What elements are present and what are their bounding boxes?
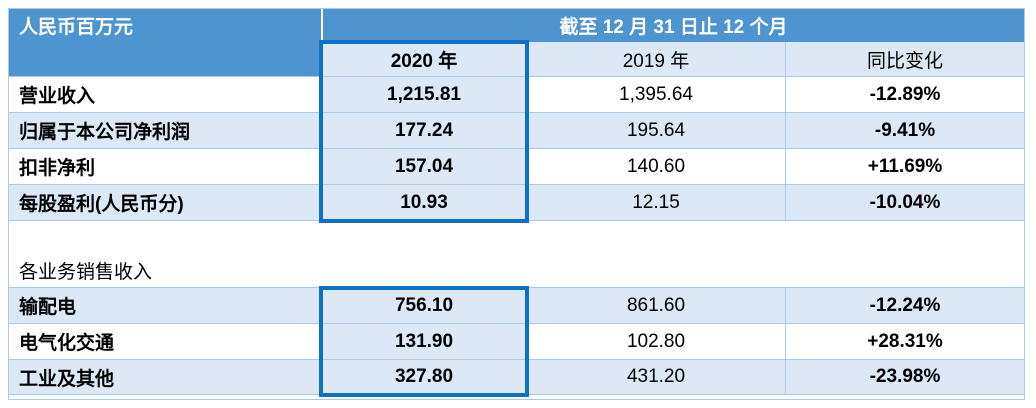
value-2019: 140.60 — [527, 149, 785, 184]
row-net-profit: 归属于本公司净利润 177.24 195.64 -9.41% — [9, 113, 1024, 149]
table-header-row: 人民币百万元 截至 12 月 31 日止 12 个月 — [9, 9, 1024, 42]
value-change: -12.24% — [785, 288, 1024, 323]
value-2020: 1,215.81 — [321, 77, 527, 112]
value-2020: 177.24 — [321, 113, 527, 148]
value-change: +28.31% — [785, 324, 1024, 359]
value-2020: 131.90 — [321, 324, 527, 359]
value-2020: 327.80 — [321, 360, 527, 394]
unit-label-cell: 人民币百万元 — [9, 9, 321, 42]
value-2019: 195.64 — [527, 113, 785, 148]
value-2020: 157.04 — [321, 149, 527, 184]
value-change: -9.41% — [785, 113, 1024, 148]
row-label: 归属于本公司净利润 — [9, 113, 321, 148]
section-header-label: 各业务销售收入 — [19, 261, 153, 283]
bottom-filler — [9, 395, 1024, 399]
value-change: -12.89% — [785, 77, 1024, 112]
blank-row — [9, 221, 1024, 253]
value-2020: 10.93 — [321, 185, 527, 220]
value-2019: 1,395.64 — [527, 77, 785, 112]
row-label: 每股盈利(人民币分) — [9, 185, 321, 220]
col-header-2020: 2020 年 — [321, 42, 527, 76]
row-industrial-other: 工业及其他 327.80 431.20 -23.98% — [9, 360, 1024, 395]
value-2020: 756.10 — [321, 288, 527, 323]
row-electrified-transport: 电气化交通 131.90 102.80 +28.31% — [9, 324, 1024, 360]
value-2019: 102.80 — [527, 324, 785, 359]
col-header-2019: 2019 年 — [527, 42, 785, 76]
period-header-cell: 截至 12 月 31 日止 12 个月 — [321, 9, 1024, 42]
value-change: -23.98% — [785, 360, 1024, 394]
row-label: 输配电 — [9, 288, 321, 323]
section-header-row: 各业务销售收入 — [9, 253, 1024, 288]
column-header-row: 2020 年 2019 年 同比变化 — [9, 42, 1024, 77]
row-non-gaap-profit: 扣非净利 157.04 140.60 +11.69% — [9, 149, 1024, 185]
row-label: 营业收入 — [9, 77, 321, 112]
row-eps: 每股盈利(人民币分) 10.93 12.15 -10.04% — [9, 185, 1024, 221]
col-header-change: 同比变化 — [785, 42, 1024, 76]
header-spacer-cell — [9, 42, 321, 76]
row-transmission: 输配电 756.10 861.60 -12.24% — [9, 288, 1024, 324]
row-label: 电气化交通 — [9, 324, 321, 359]
value-2019: 12.15 — [527, 185, 785, 220]
row-revenue: 营业收入 1,215.81 1,395.64 -12.89% — [9, 77, 1024, 113]
value-change: +11.69% — [785, 149, 1024, 184]
row-label: 工业及其他 — [9, 360, 321, 394]
value-2019: 431.20 — [527, 360, 785, 394]
financial-table: 人民币百万元 截至 12 月 31 日止 12 个月 2020 年 2019 年… — [8, 8, 1025, 400]
row-label: 扣非净利 — [9, 149, 321, 184]
value-2019: 861.60 — [527, 288, 785, 323]
value-change: -10.04% — [785, 185, 1024, 220]
